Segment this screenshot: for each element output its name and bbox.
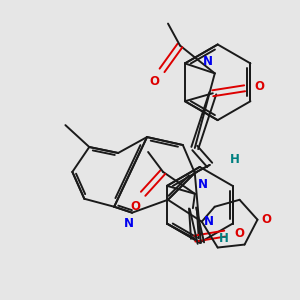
Text: O: O: [235, 227, 245, 240]
Text: H: H: [219, 232, 229, 244]
Text: N: N: [203, 56, 213, 68]
Text: O: O: [149, 75, 159, 88]
Text: N: N: [204, 214, 214, 228]
Text: O: O: [130, 200, 140, 213]
Text: O: O: [255, 80, 265, 93]
Text: N: N: [124, 217, 134, 230]
Text: H: H: [230, 154, 239, 166]
Text: N: N: [198, 178, 208, 191]
Text: O: O: [261, 213, 271, 226]
